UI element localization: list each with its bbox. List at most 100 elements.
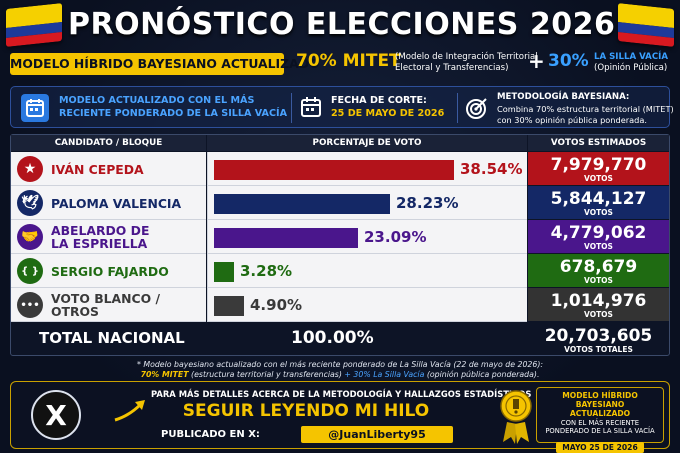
published-label: PUBLICADO EN X: [161,429,260,440]
candidate-name: PALOMA VALENCIA [51,186,181,220]
total-votes-number: 20,703,605 [544,326,653,346]
col-header-percent: PORCENTAJE DE VOTO [207,135,527,151]
footnote-mitet-desc: (estructura territorial y transferencias… [188,370,345,379]
total-percent: 100.00% [291,328,374,348]
bar-mark [214,262,234,282]
cta-top-text: PARA MÁS DETALLES ACERCA DE LA METODOLOG… [151,389,532,399]
model-label: MODELO HÍBRIDO BAYESIANO ACTUALIZADO [10,53,320,75]
candidate-cell: 🕊 PALOMA VALENCIA [11,186,206,220]
silla-description: LA SILLA VACÍA (Opinión Pública) [594,52,668,74]
arrow-icon [114,400,145,422]
candidate-name-line1: IVÁN CEPEDA [51,161,144,177]
table-row: ••• VOTO BLANCO / OTROS 4.90% 1,014,976 VOTOS [11,288,669,322]
medal-icon [500,390,532,444]
total-row: TOTAL NACIONAL 100.00% 20,703,605 VOTOS … [11,322,669,355]
bar-cell: 23.09% [207,220,527,254]
bar-value-label: 4.90% [250,296,303,314]
bar-mark [214,228,358,248]
candidate-name: VOTO BLANCO / OTROS [51,288,160,322]
updated-line2: RECIENTE PONDERADO DE LA SILLA VACÍA [59,108,288,119]
method-text: METODOLOGÍA BAYESIANA: Combina 70% estru… [497,91,674,126]
votes-label: VOTOS [584,276,613,285]
votes-label: VOTOS [584,242,613,251]
votes-number: 5,844,127 [550,189,647,209]
dots-icon: ••• [17,292,43,318]
candidate-name-line1: VOTO BLANCO / [51,291,160,306]
votes-number: 7,979,770 [550,155,647,175]
dove-icon: 🕊 [17,190,43,216]
update-badge: MODELO HÍBRIDO BAYESIANO ACTUALIZADO CON… [536,387,664,453]
mitet-desc-line1: (Modelo de Integración Territorial [395,52,538,62]
votes-cell: 678,679 VOTOS [528,254,669,288]
badge-date: MAYO 25 DE 2026 [556,442,644,453]
bar-cell: 3.28% [207,254,527,288]
bar-value-label: 3.28% [240,262,293,280]
cutoff-text: FECHA DE CORTE: 25 DE MAYO DE 2026 [331,94,444,120]
bar-mark [214,160,454,180]
bar-cell: 28.23% [207,186,527,220]
divider [457,93,458,123]
votes-label: VOTOS [584,208,613,217]
bar-cell: 38.54% [207,152,527,186]
candidate-name: SERGIO FAJARDO [51,254,169,288]
badge-sub-line2: PONDERADO DE LA SILLA VACÍA [545,427,655,435]
braces-icon: { } [17,258,43,284]
plus-sign: + [528,49,545,73]
badge-title-line2: ACTUALIZADO [569,409,631,418]
x-logo-icon[interactable]: X [31,390,81,440]
method-label: METODOLOGÍA BAYESIANA: [497,92,630,102]
handle-link[interactable]: @JuanLiberty95 [301,426,453,443]
col-header-candidate: CANDIDATO / BLOQUE [11,135,206,151]
votes-label: VOTOS [584,310,613,319]
table-row: ★ IVÁN CEPEDA 38.54% 7,979,770 VOTOS [11,152,669,186]
info-bar: MODELO ACTUALIZADO CON EL MÁS RECIENTE P… [10,86,674,128]
divider [291,93,292,123]
cutoff-date: 25 DE MAYO DE 2026 [331,108,445,119]
mitet-weight: 70% MITET [296,51,401,71]
candidate-name: ABELARDO DE LA ESPRIELLA [51,220,149,254]
page-title: PRONÓSTICO ELECCIONES 2026 [68,7,616,42]
badge-title-line1: MODELO HÍBRIDO BAYESIANO [562,391,638,409]
handshake-icon: 🤝 [17,224,43,250]
footnote-mitet: 70% MITET [140,370,189,379]
cutoff-label: FECHA DE CORTE: [331,95,427,106]
bar-mark [214,194,390,214]
votes-cell: 1,014,976 VOTOS [528,288,669,322]
updated-line1: MODELO ACTUALIZADO CON EL MÁS [59,95,255,106]
footnote-silla-desc: (opinión pública ponderada). [424,370,540,379]
bar-value-label: 38.54% [460,160,523,178]
cta-main-link[interactable]: SEGUIR LEYENDO MI HILO [182,401,430,421]
silla-desc-line: (Opinión Pública) [594,63,668,73]
candidate-name-line2: LA ESPRIELLA [51,236,148,251]
footnote-line2: 70% MITET (estructura territorial y tran… [10,370,670,380]
badge-subtitle: CON EL MÁS RECIENTE PONDERADO DE LA SILL… [537,419,663,435]
votes-number: 1,014,976 [550,291,647,311]
candidate-cell: ★ IVÁN CEPEDA [11,152,206,186]
silla-weight: 30% [548,51,589,71]
candidate-cell: ••• VOTO BLANCO / OTROS [11,288,206,322]
candidate-cell: { } SERGIO FAJARDO [11,254,206,288]
colombia-flag-right [618,3,674,47]
votes-cell: 5,844,127 VOTOS [528,186,669,220]
silla-name: LA SILLA VACÍA [594,52,668,62]
updated-text: MODELO ACTUALIZADO CON EL MÁS RECIENTE P… [59,94,287,120]
candidate-name-line1: PALOMA VALENCIA [51,195,182,211]
mitet-desc-line2: Electoral y Transferencias) [395,63,509,73]
bar-value-label: 23.09% [364,228,427,246]
badge-sub-line1: CON EL MÁS RECIENTE [560,419,640,427]
footnote-line1: * Modelo bayesiano actualizado con el má… [136,360,544,369]
calendar-icon [21,94,49,122]
votes-cell: 4,779,062 VOTOS [528,220,669,254]
table-row: { } SERGIO FAJARDO 3.28% 678,679 VOTOS [11,254,669,288]
votes-cell: 7,979,770 VOTOS [528,152,669,186]
colombia-flag-left [6,3,62,47]
candidate-name: IVÁN CEPEDA [51,152,144,186]
candidate-cell: 🤝 ABELARDO DE LA ESPRIELLA [11,220,206,254]
bar-value-label: 28.23% [396,194,459,212]
col-header-votes: VOTOS ESTIMADOS [528,135,669,151]
bar-cell: 4.90% [207,288,527,322]
method-line2: con 30% opinión pública ponderada. [497,115,647,125]
calendar-clock-icon [298,94,326,122]
badge-title: MODELO HÍBRIDO BAYESIANO ACTUALIZADO [537,391,663,418]
